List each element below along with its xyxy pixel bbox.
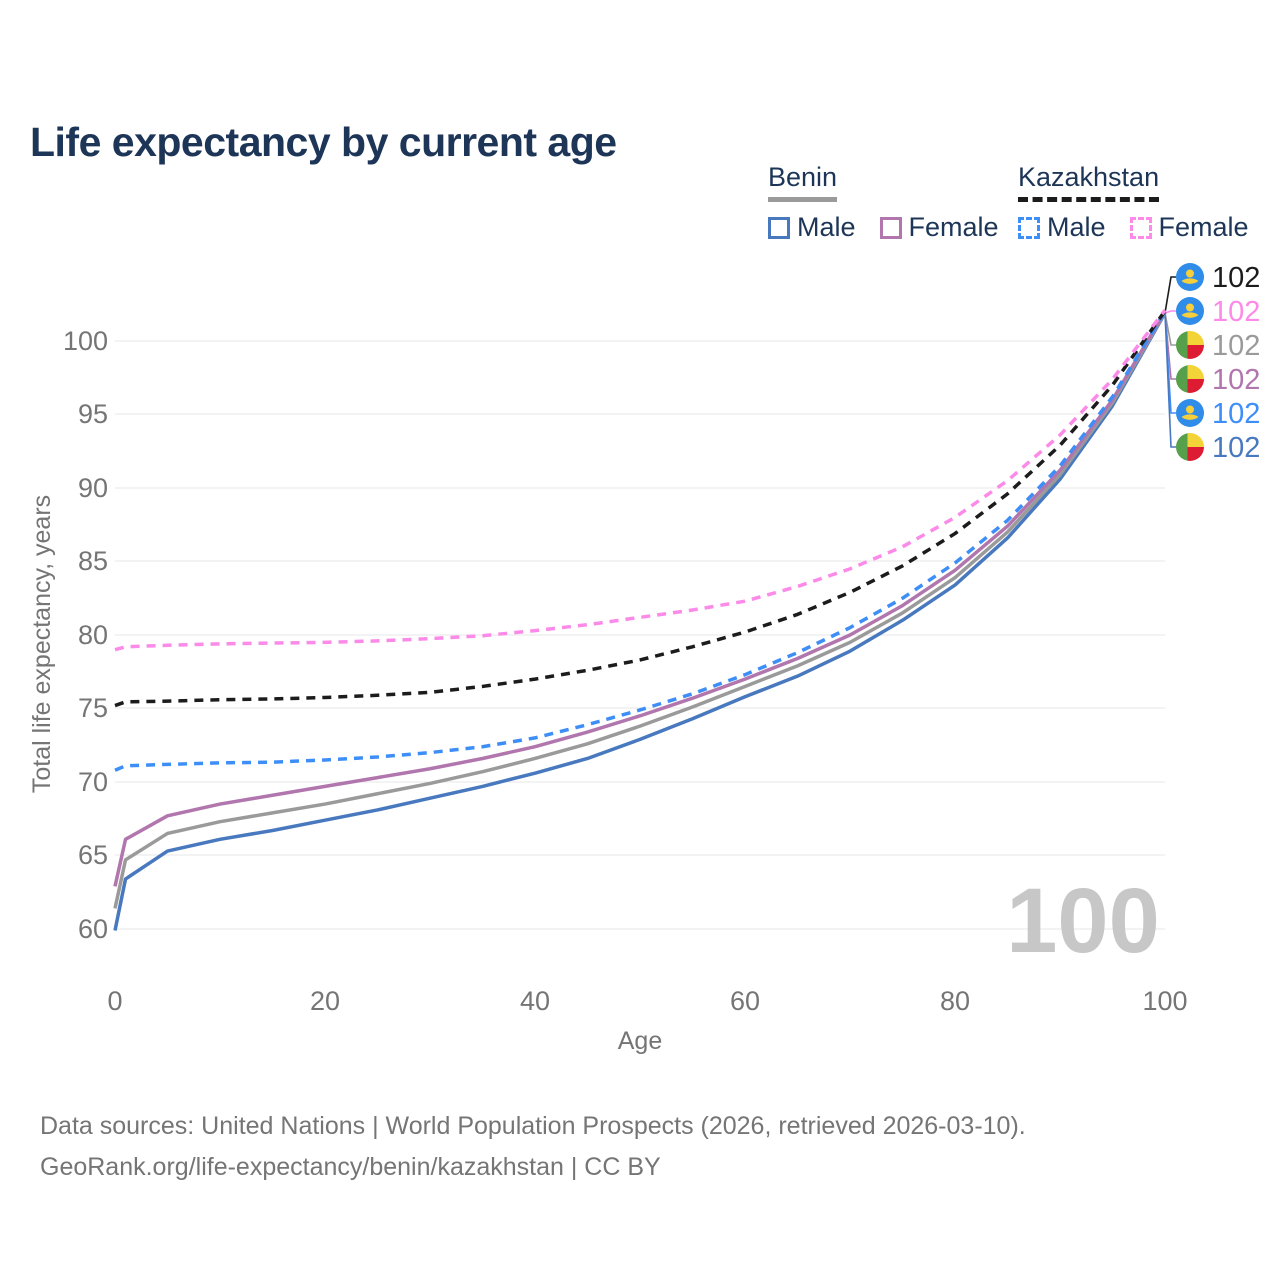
benin-flag-icon xyxy=(1176,433,1204,461)
y-axis-ticks: 60 65 70 75 80 85 90 95 100 xyxy=(63,326,108,944)
leader-line xyxy=(1164,312,1176,346)
series-line-benin-both-sexes[interactable] xyxy=(113,311,1167,909)
x-tick-label: 100 xyxy=(1142,986,1187,1016)
footer: Data sources: United Nations | World Pop… xyxy=(40,1106,1026,1188)
legend-item-benin-female[interactable]: Female xyxy=(879,212,999,243)
end-label-row: 102 xyxy=(1176,432,1260,464)
end-label-value: 102 xyxy=(1212,398,1260,430)
legend-item-kazakhstan-female[interactable]: Female xyxy=(1129,212,1249,243)
series-line-kazakhstan-both-sexes[interactable] xyxy=(114,309,1167,708)
end-label-value: 102 xyxy=(1212,262,1260,294)
y-tick-label: 65 xyxy=(78,840,108,870)
benin-flag-icon xyxy=(1176,331,1204,359)
y-tick-label: 70 xyxy=(78,767,108,797)
end-label-value: 102 xyxy=(1212,296,1260,328)
kazakhstan-flag-icon xyxy=(1176,263,1204,291)
benin-male-swatch-icon xyxy=(768,216,790,239)
y-axis-title: Total life expectancy, years xyxy=(28,495,56,793)
leader-line xyxy=(1164,310,1176,314)
kazakhstan-flag-icon xyxy=(1176,297,1204,325)
gridlines xyxy=(115,340,1165,930)
x-tick-label: 80 xyxy=(940,986,970,1016)
end-label-row: 102 xyxy=(1176,398,1260,430)
legend-country-kazakhstan[interactable]: Kazakhstan xyxy=(1018,162,1160,202)
end-label-value: 102 xyxy=(1212,432,1260,464)
legend-country-benin[interactable]: Benin xyxy=(768,162,838,202)
benin-flag-icon xyxy=(1176,365,1204,393)
y-tick-label: 90 xyxy=(78,473,108,503)
series-lines xyxy=(113,309,1167,931)
series-line-kazakhstan-female[interactable] xyxy=(114,309,1167,652)
series-line-benin-female[interactable] xyxy=(113,310,1167,887)
series-line-benin-male[interactable] xyxy=(113,312,1167,931)
end-label-value: 102 xyxy=(1212,330,1260,362)
y-tick-label: 80 xyxy=(78,620,108,650)
leader-line xyxy=(1164,276,1176,314)
watermark-100: 100 xyxy=(1006,870,1160,972)
x-tick-label: 20 xyxy=(310,986,340,1016)
legend-item-benin-male[interactable]: Male xyxy=(768,212,856,243)
end-label-row: 102 xyxy=(1176,296,1260,328)
y-tick-label: 60 xyxy=(78,914,108,944)
end-labels: 102 102 102 102 102 102 xyxy=(1176,262,1260,464)
series-line-kazakhstan-male[interactable] xyxy=(114,310,1167,772)
legend-group-kazakhstan: Kazakhstan Male Female xyxy=(1018,162,1249,243)
end-label-connectors xyxy=(1164,276,1176,448)
x-tick-label: 60 xyxy=(730,986,760,1016)
x-tick-label: 0 xyxy=(107,986,122,1016)
kazakhstan-flag-icon xyxy=(1176,399,1204,427)
x-axis-ticks: 0 20 40 60 80 100 xyxy=(107,986,1187,1016)
footer-data-sources: Data sources: United Nations | World Pop… xyxy=(40,1112,1026,1140)
leader-line xyxy=(1164,312,1176,448)
y-tick-label: 85 xyxy=(78,546,108,576)
end-label-value: 102 xyxy=(1212,364,1260,396)
end-label-row: 102 xyxy=(1176,330,1260,362)
page-title: Life expectancy by current age xyxy=(30,119,617,166)
y-tick-label: 75 xyxy=(78,693,108,723)
footer-source-url: GeoRank.org/life-expectancy/benin/kazakh… xyxy=(40,1153,661,1181)
end-label-row: 102 xyxy=(1176,364,1260,396)
legend-group-benin: Benin Male Female xyxy=(768,162,999,243)
y-tick-label: 95 xyxy=(78,399,108,429)
benin-female-swatch-icon xyxy=(879,216,902,239)
x-axis-title: Age xyxy=(618,1027,662,1055)
kazakhstan-male-swatch-icon xyxy=(1018,216,1040,239)
legend-item-kazakhstan-male[interactable]: Male xyxy=(1018,212,1106,243)
x-tick-label: 40 xyxy=(520,986,550,1016)
y-tick-label: 100 xyxy=(63,326,108,356)
kazakhstan-female-swatch-icon xyxy=(1129,216,1152,239)
end-label-row: 102 xyxy=(1176,262,1260,294)
